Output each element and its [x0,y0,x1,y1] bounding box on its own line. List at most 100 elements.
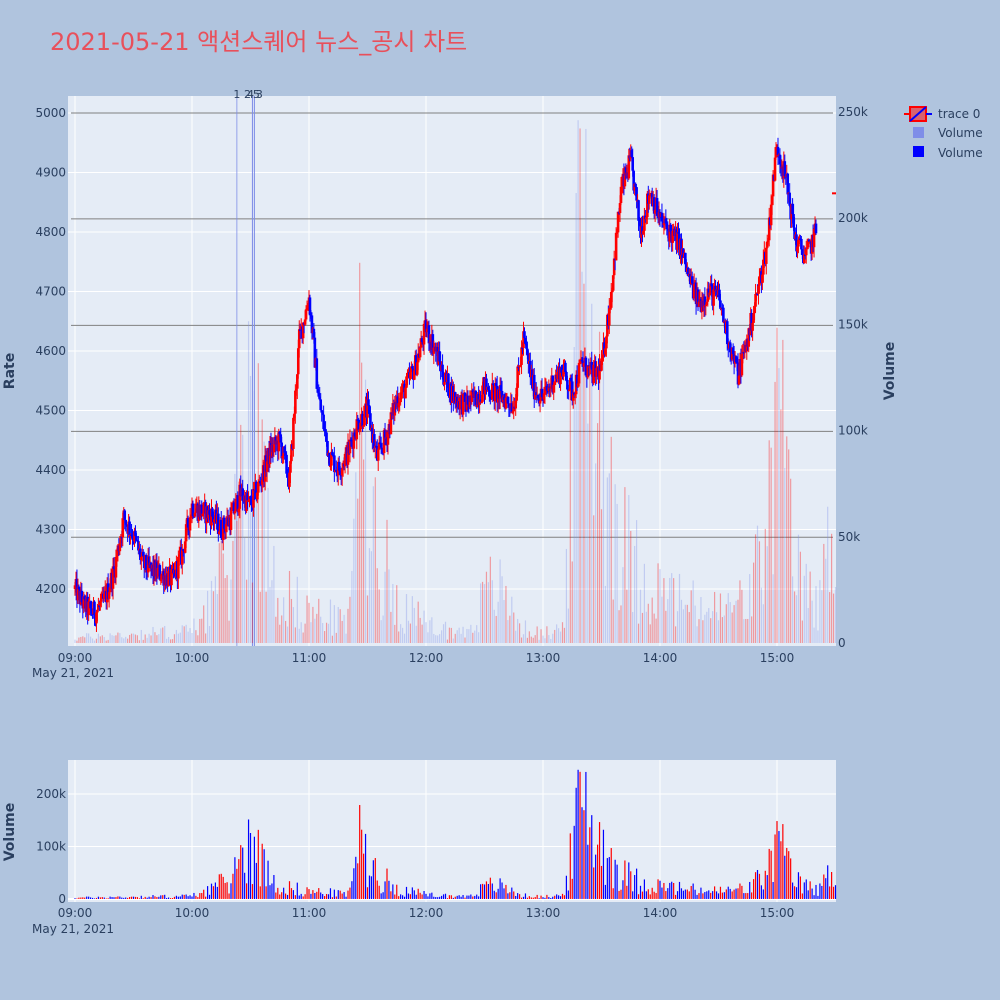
lower-volume-bar [431,892,433,899]
candle-body [135,535,138,541]
main-x-date-label: May 21, 2021 [32,666,114,680]
legend-item-volume-light[interactable]: Volume [913,126,983,140]
lower-volume-bar [639,885,642,899]
candle-body [731,347,735,355]
volume-bar [809,571,811,643]
lower-volume-bar [815,884,817,899]
volume-bar [639,589,642,643]
legend-item-trace0[interactable]: trace 0 [904,106,980,122]
volume-bar [101,635,103,643]
lower-volume-bar [292,890,294,899]
volume-bar [236,520,238,643]
candle-body [318,396,322,400]
candle-body [648,194,652,197]
candle-body [778,154,782,165]
lower-volume-bar [680,888,683,899]
price-tick-label: 4700 [35,285,66,299]
lower-volume-bar [427,896,429,899]
candle-body [234,498,238,512]
lower-volume-bar [470,894,472,899]
lower-volume-bar [544,897,546,899]
volume-bar [480,583,482,643]
lower-volume-bar [306,887,308,899]
volume-bar [753,562,755,643]
lower-volume-bar [733,889,735,899]
lower-volume-bar [460,896,462,899]
volume-bar [464,637,466,643]
candle-body [404,387,407,399]
candle-body [191,503,195,517]
volume-bar [115,635,117,643]
candle-body [335,470,338,472]
volume-bar [273,545,275,643]
volume-bar [632,611,634,643]
lower-volume-bar [595,854,597,899]
lower-volume-bar [563,895,566,899]
candle-body [279,434,283,443]
lower-volume-bar [314,892,316,899]
volume-bar [698,619,700,643]
candle-body [615,232,619,234]
lower-volume-bar [569,833,571,899]
candle-body [183,541,187,553]
lower-volume-bar [273,875,275,899]
lower-volume-bar [462,894,464,899]
volume-bar [207,590,209,643]
lower-volume-tick-label: 0 [58,892,66,906]
lower-volume-bar [587,844,589,899]
volume-bar [195,630,197,643]
lower-volume-bar [125,897,127,899]
lower-volume-bar [242,847,244,899]
candle-body [565,371,568,380]
candle-body [322,414,325,430]
candle-body [369,413,372,431]
lower-volume-bar [331,897,333,899]
lower-volume-bar [441,895,443,899]
volume-bar [193,618,195,643]
price-axis-title: Rate [2,353,18,389]
candle-body [466,395,470,405]
volume-bar [405,594,408,643]
lower-volume-bar [747,893,749,899]
volume-bar [561,622,564,643]
candle-body [620,183,624,187]
lower-volume-bar [308,889,310,899]
lower-volume-bar [388,880,390,899]
volume-bar [737,599,739,643]
lower-volume-bar [437,897,439,899]
volume-bar [799,551,801,643]
candle-body [167,571,170,587]
candle-body [260,480,264,485]
volume-bar [575,193,577,644]
volume-bar [760,587,762,643]
candle-body [751,322,754,331]
lower-volume-bar [88,896,90,899]
candle-body [680,238,683,255]
candle-body [638,220,641,226]
lower-volume-bar [90,897,92,899]
legend-item-volume-dark[interactable]: Volume [913,146,983,160]
volume-bar [222,553,224,643]
volume-bar [286,626,289,643]
candle-body [710,283,713,287]
volume-bar [228,620,230,643]
volume-bar [320,616,322,643]
candle-body [719,300,722,309]
candle-body [610,290,614,293]
candle-body [566,379,569,390]
lower-volume-bar [238,859,240,899]
lower-volume-bar [696,894,698,899]
lower-volume-bar [249,832,252,899]
volume-bar [513,612,515,643]
candle-body [147,556,151,565]
volume-bar [801,620,803,643]
legend[interactable]: trace 0 Volume Volume [904,106,983,160]
volume-bar [441,630,443,643]
volume-bar [723,615,725,643]
volume-bar [676,611,679,643]
lower-volume-bar [478,896,480,899]
lower-volume-bar [444,893,447,899]
lower-volume-bar [121,897,123,899]
volume-bar [331,635,333,643]
lower-volume-bar [435,897,437,899]
